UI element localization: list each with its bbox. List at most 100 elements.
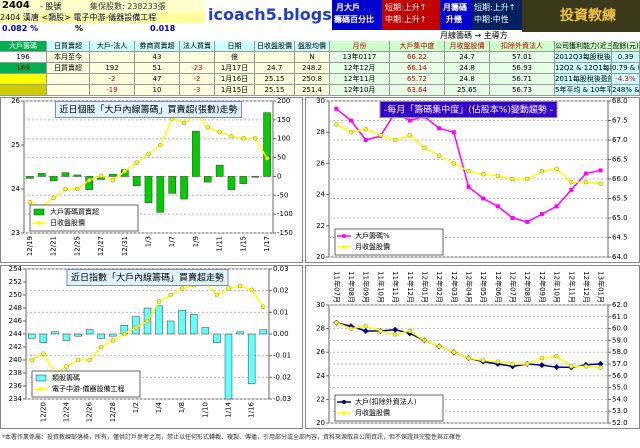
y-tick-label: -50 <box>277 191 288 199</box>
marker <box>495 359 501 364</box>
marker <box>597 360 604 367</box>
legend-label: 月收盤股價 <box>355 408 390 417</box>
y-tick-label: 25 <box>11 141 20 149</box>
marker <box>538 362 545 369</box>
x-tick-label: 12/21 <box>50 236 58 256</box>
pct-a: 0.082 % <box>2 24 39 33</box>
marker <box>110 177 116 183</box>
marker <box>569 179 574 185</box>
legend-label: 月收盤股價 <box>355 242 390 251</box>
marker <box>260 304 266 309</box>
table-cell <box>255 52 295 63</box>
table-cell: 2011每股稅後盈餘 <box>555 74 612 85</box>
table-cell: 51 <box>135 63 180 74</box>
marker <box>264 155 270 161</box>
y-tick-label: 26 <box>11 97 20 105</box>
y-tick-label: 50 <box>277 154 286 162</box>
marker <box>334 122 339 127</box>
marker <box>229 133 234 139</box>
marker <box>362 327 369 334</box>
table-header-cell: 日買賣超 <box>47 41 90 52</box>
table-cell: 13年0117 <box>330 52 390 63</box>
bar <box>155 305 163 335</box>
x-tick-label: 12年11月 <box>567 271 576 303</box>
table-cell: 66.22 <box>390 52 445 63</box>
marker <box>217 129 222 135</box>
bar <box>39 333 48 343</box>
marker <box>466 184 471 189</box>
legend-label: 大戶(扣除外資法人) <box>355 397 417 406</box>
bar <box>166 320 175 335</box>
box2-a: 短期:上升↑ <box>385 3 427 12</box>
y-tick-label: 65.0 <box>612 214 628 222</box>
marker <box>554 204 559 209</box>
table-cell: 56.93 <box>490 63 555 74</box>
bar <box>51 331 59 335</box>
marker <box>598 181 603 186</box>
box1-a: 月大戶 <box>336 3 360 12</box>
bar <box>251 176 260 178</box>
table-cell: N <box>295 52 330 63</box>
x-tick-label: 12年02月 <box>435 271 444 303</box>
table-cell: 日買賣超 <box>47 63 90 74</box>
y-tick-label: 24 <box>11 185 20 193</box>
legend-swatch <box>342 234 346 238</box>
y-tick-label: 26 <box>316 348 325 356</box>
marker <box>179 286 185 291</box>
marker <box>451 130 456 135</box>
legend-swatch <box>342 245 346 249</box>
y-tick-label: 58.0 <box>612 348 628 356</box>
x-tick-label: 1/17 <box>263 236 271 252</box>
pct-b: % <box>75 24 84 33</box>
marker <box>75 357 81 363</box>
box1-b: 籌碼百分比 <box>334 15 374 24</box>
marker <box>422 338 427 343</box>
marker <box>525 219 530 224</box>
marker <box>480 358 486 363</box>
y-tick-label: 64.0 <box>612 253 628 261</box>
box4-b: 中期:中性 <box>474 15 509 24</box>
marker <box>481 196 486 201</box>
x-tick-label: 12年03月 <box>450 271 459 303</box>
table-cell: -2 <box>90 74 135 85</box>
table-cell: 5年平均 & 10年平均 <box>555 85 612 96</box>
y-tick-label: 68.0 <box>612 97 628 105</box>
marker <box>226 286 231 291</box>
table-cell: 57.01 <box>490 52 555 63</box>
table-cell <box>0 74 47 85</box>
y-tick-label: 66.5 <box>612 156 628 164</box>
x-tick-label: 12年06月 <box>494 271 503 303</box>
y-tick-label: 53.0 <box>612 407 628 415</box>
y-tick-label: 61.0 <box>612 313 628 321</box>
marker <box>583 171 588 176</box>
bar <box>144 176 153 204</box>
box-bg <box>382 0 440 30</box>
table-cell: 12年10月 <box>330 85 390 96</box>
legend-label: 類股籌碼 <box>52 373 80 382</box>
stock-id: 2404 <box>2 0 30 11</box>
marker <box>392 137 398 143</box>
y-tick-label: 67.5 <box>612 117 628 125</box>
brand-bg <box>522 0 640 32</box>
table-cell: 66.14 <box>390 63 445 74</box>
y-tick-label: 250 <box>9 291 22 299</box>
x-tick-label: 11年12月 <box>406 271 415 303</box>
y-tick-label: 236 <box>9 382 23 390</box>
bar <box>109 173 117 177</box>
legend-label: 電子中游-儀器設備工程 <box>52 384 125 393</box>
marker <box>27 199 33 205</box>
x-tick-label: 1/8 <box>178 402 186 413</box>
table-cell: -2 <box>180 74 215 85</box>
marker <box>181 120 187 126</box>
marker <box>75 186 80 192</box>
y-tick-label: 200 <box>277 97 290 105</box>
marker <box>510 216 515 220</box>
x-tick-label: 1/15 <box>239 236 247 252</box>
table-cell: 12年11月 <box>330 74 390 85</box>
x-tick-label: 12/20 <box>39 402 47 422</box>
box4-a: 短期:上升↑ <box>474 3 516 12</box>
marker <box>41 351 46 356</box>
bar <box>37 173 46 177</box>
box3-a: 月籌碼 <box>443 3 467 12</box>
legend-box <box>334 394 444 422</box>
